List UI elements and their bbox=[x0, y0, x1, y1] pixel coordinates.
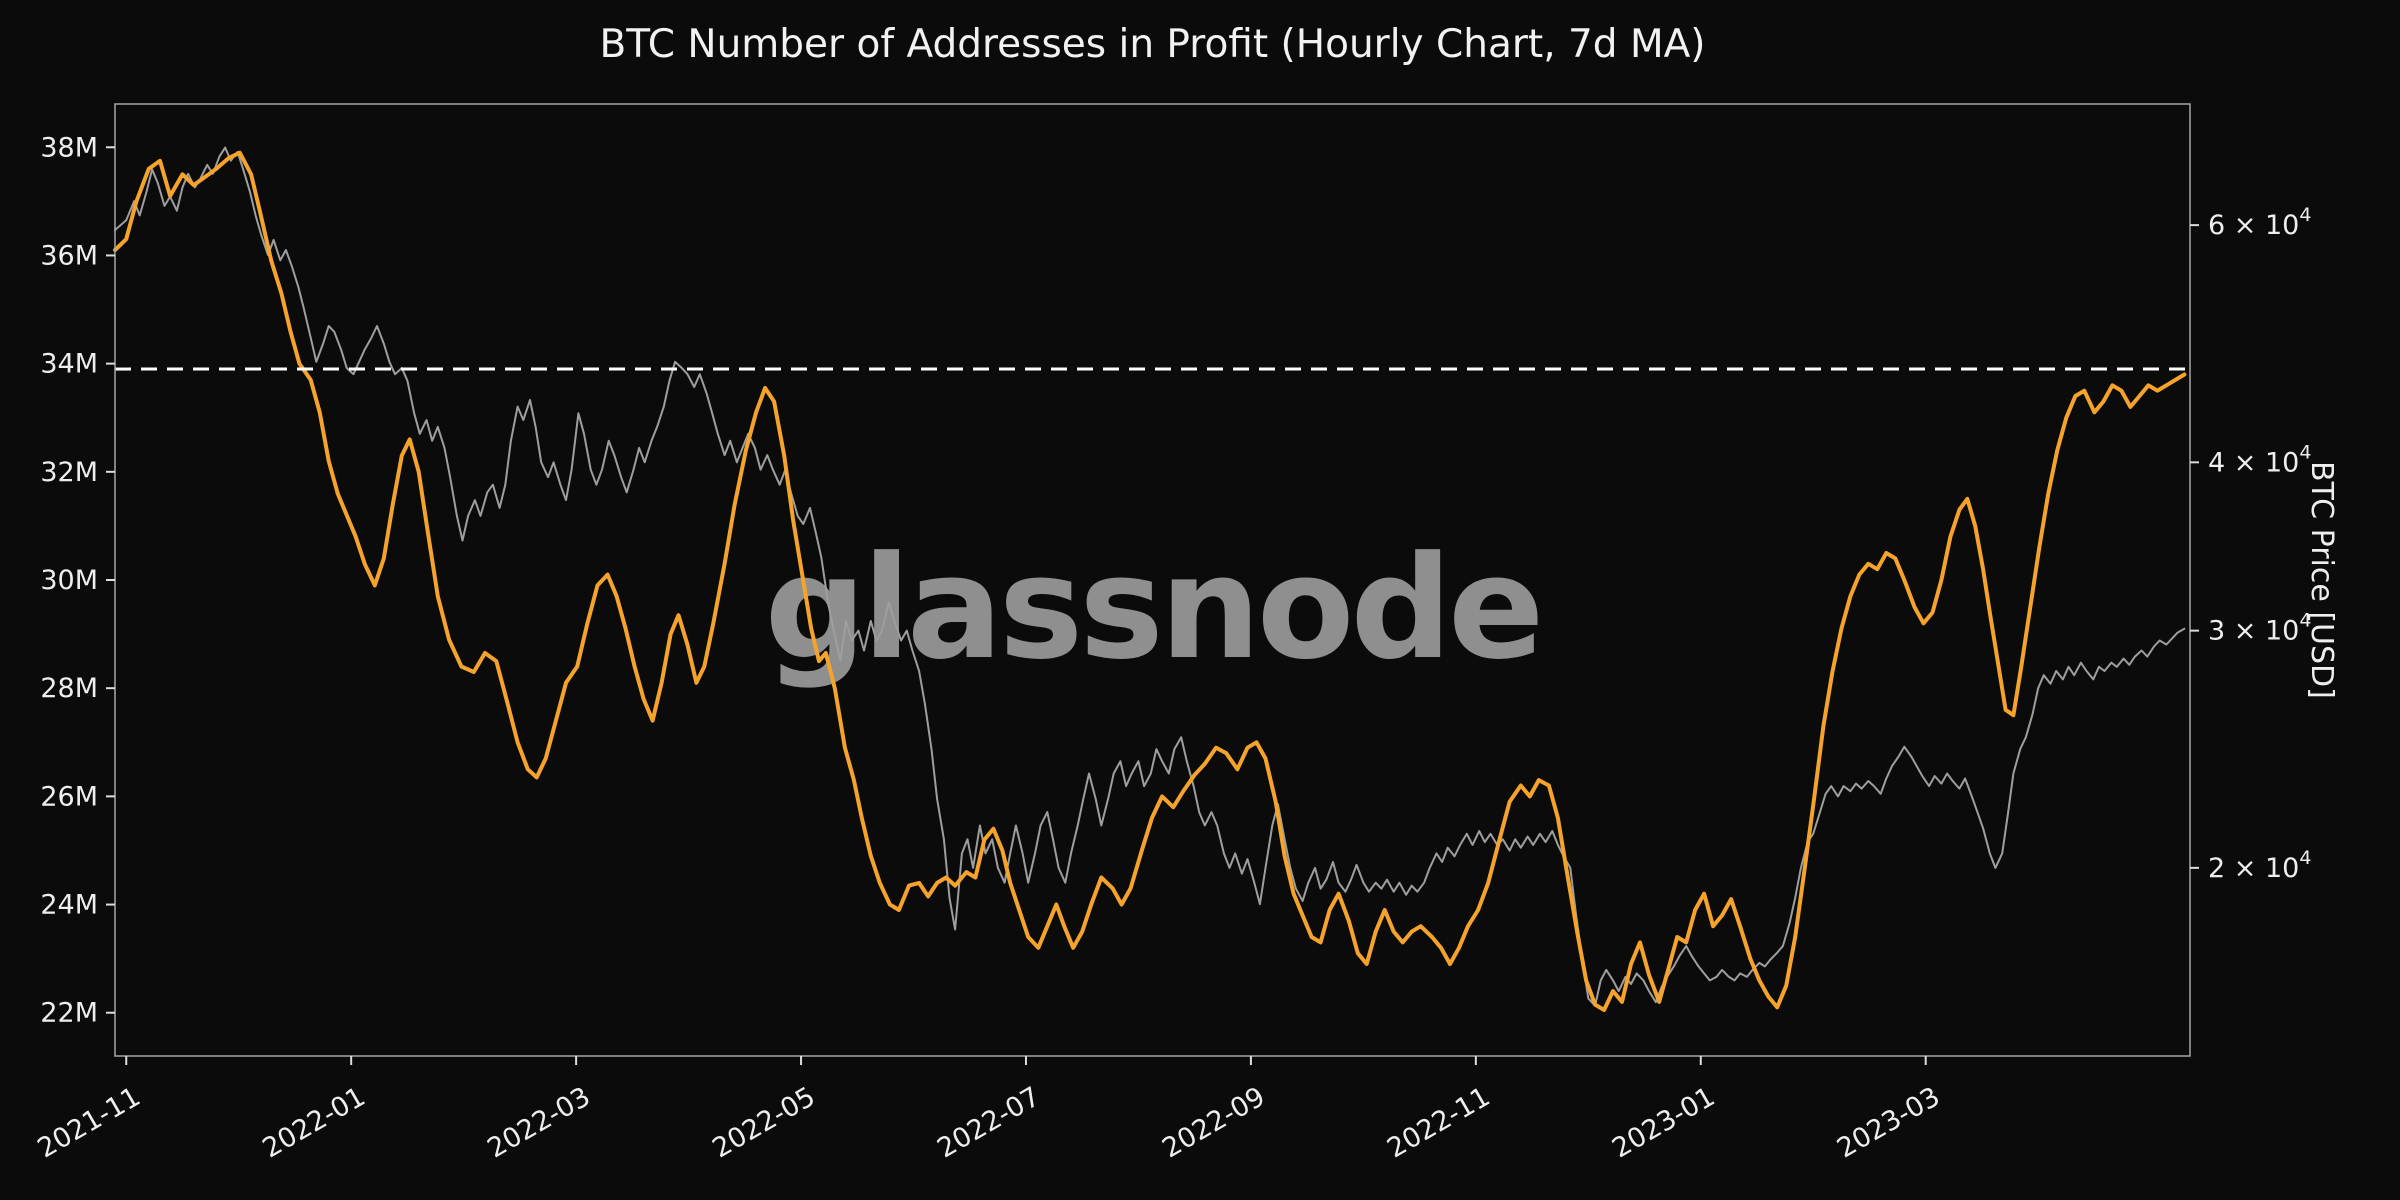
left-axis-tick-label: 26M bbox=[40, 781, 98, 812]
x-axis-tick-label: 2022-03 bbox=[482, 1081, 595, 1164]
x-axis-tick-label: 2022-09 bbox=[1157, 1081, 1270, 1164]
right-axis-tick-label: 3 × 104 bbox=[2208, 610, 2311, 647]
left-axis-tick-label: 24M bbox=[40, 890, 98, 921]
left-axis-tick-label: 32M bbox=[40, 457, 98, 488]
x-axis-tick-label: 2022-11 bbox=[1382, 1081, 1495, 1164]
right-axis-title: BTC Price [USD] bbox=[2304, 461, 2339, 699]
x-axis-tick-label: 2022-05 bbox=[707, 1081, 820, 1164]
left-axis-tick-label: 36M bbox=[40, 240, 98, 271]
left-axis-tick-label: 30M bbox=[40, 565, 98, 596]
x-axis-tick-label: 2022-07 bbox=[932, 1081, 1045, 1164]
btc-price-line bbox=[114, 146, 2186, 1007]
x-axis-tick-label: 2022-01 bbox=[257, 1081, 370, 1164]
right-axis-tick-label: 2 × 104 bbox=[2208, 847, 2311, 884]
left-axis-tick-label: 28M bbox=[40, 673, 98, 704]
plot-border bbox=[114, 103, 2191, 1057]
left-axis-tick-label: 22M bbox=[40, 998, 98, 1029]
left-axis-tick-label: 38M bbox=[40, 132, 98, 163]
x-axis-tick-label: 2023-03 bbox=[1832, 1081, 1945, 1164]
chart-title: BTC Number of Addresses in Profit (Hourl… bbox=[599, 22, 1706, 67]
addresses-in-profit-line bbox=[113, 150, 2187, 1012]
left-axis-tick-label: 34M bbox=[40, 349, 98, 380]
right-axis-tick-label: 6 × 104 bbox=[2208, 204, 2311, 241]
right-axis-tick-label: 4 × 104 bbox=[2208, 441, 2311, 478]
glassnode-watermark: glassnode bbox=[764, 526, 1545, 691]
x-axis-tick-label: 2023-01 bbox=[1607, 1081, 1720, 1164]
x-axis-tick-label: 2021-11 bbox=[33, 1081, 146, 1164]
